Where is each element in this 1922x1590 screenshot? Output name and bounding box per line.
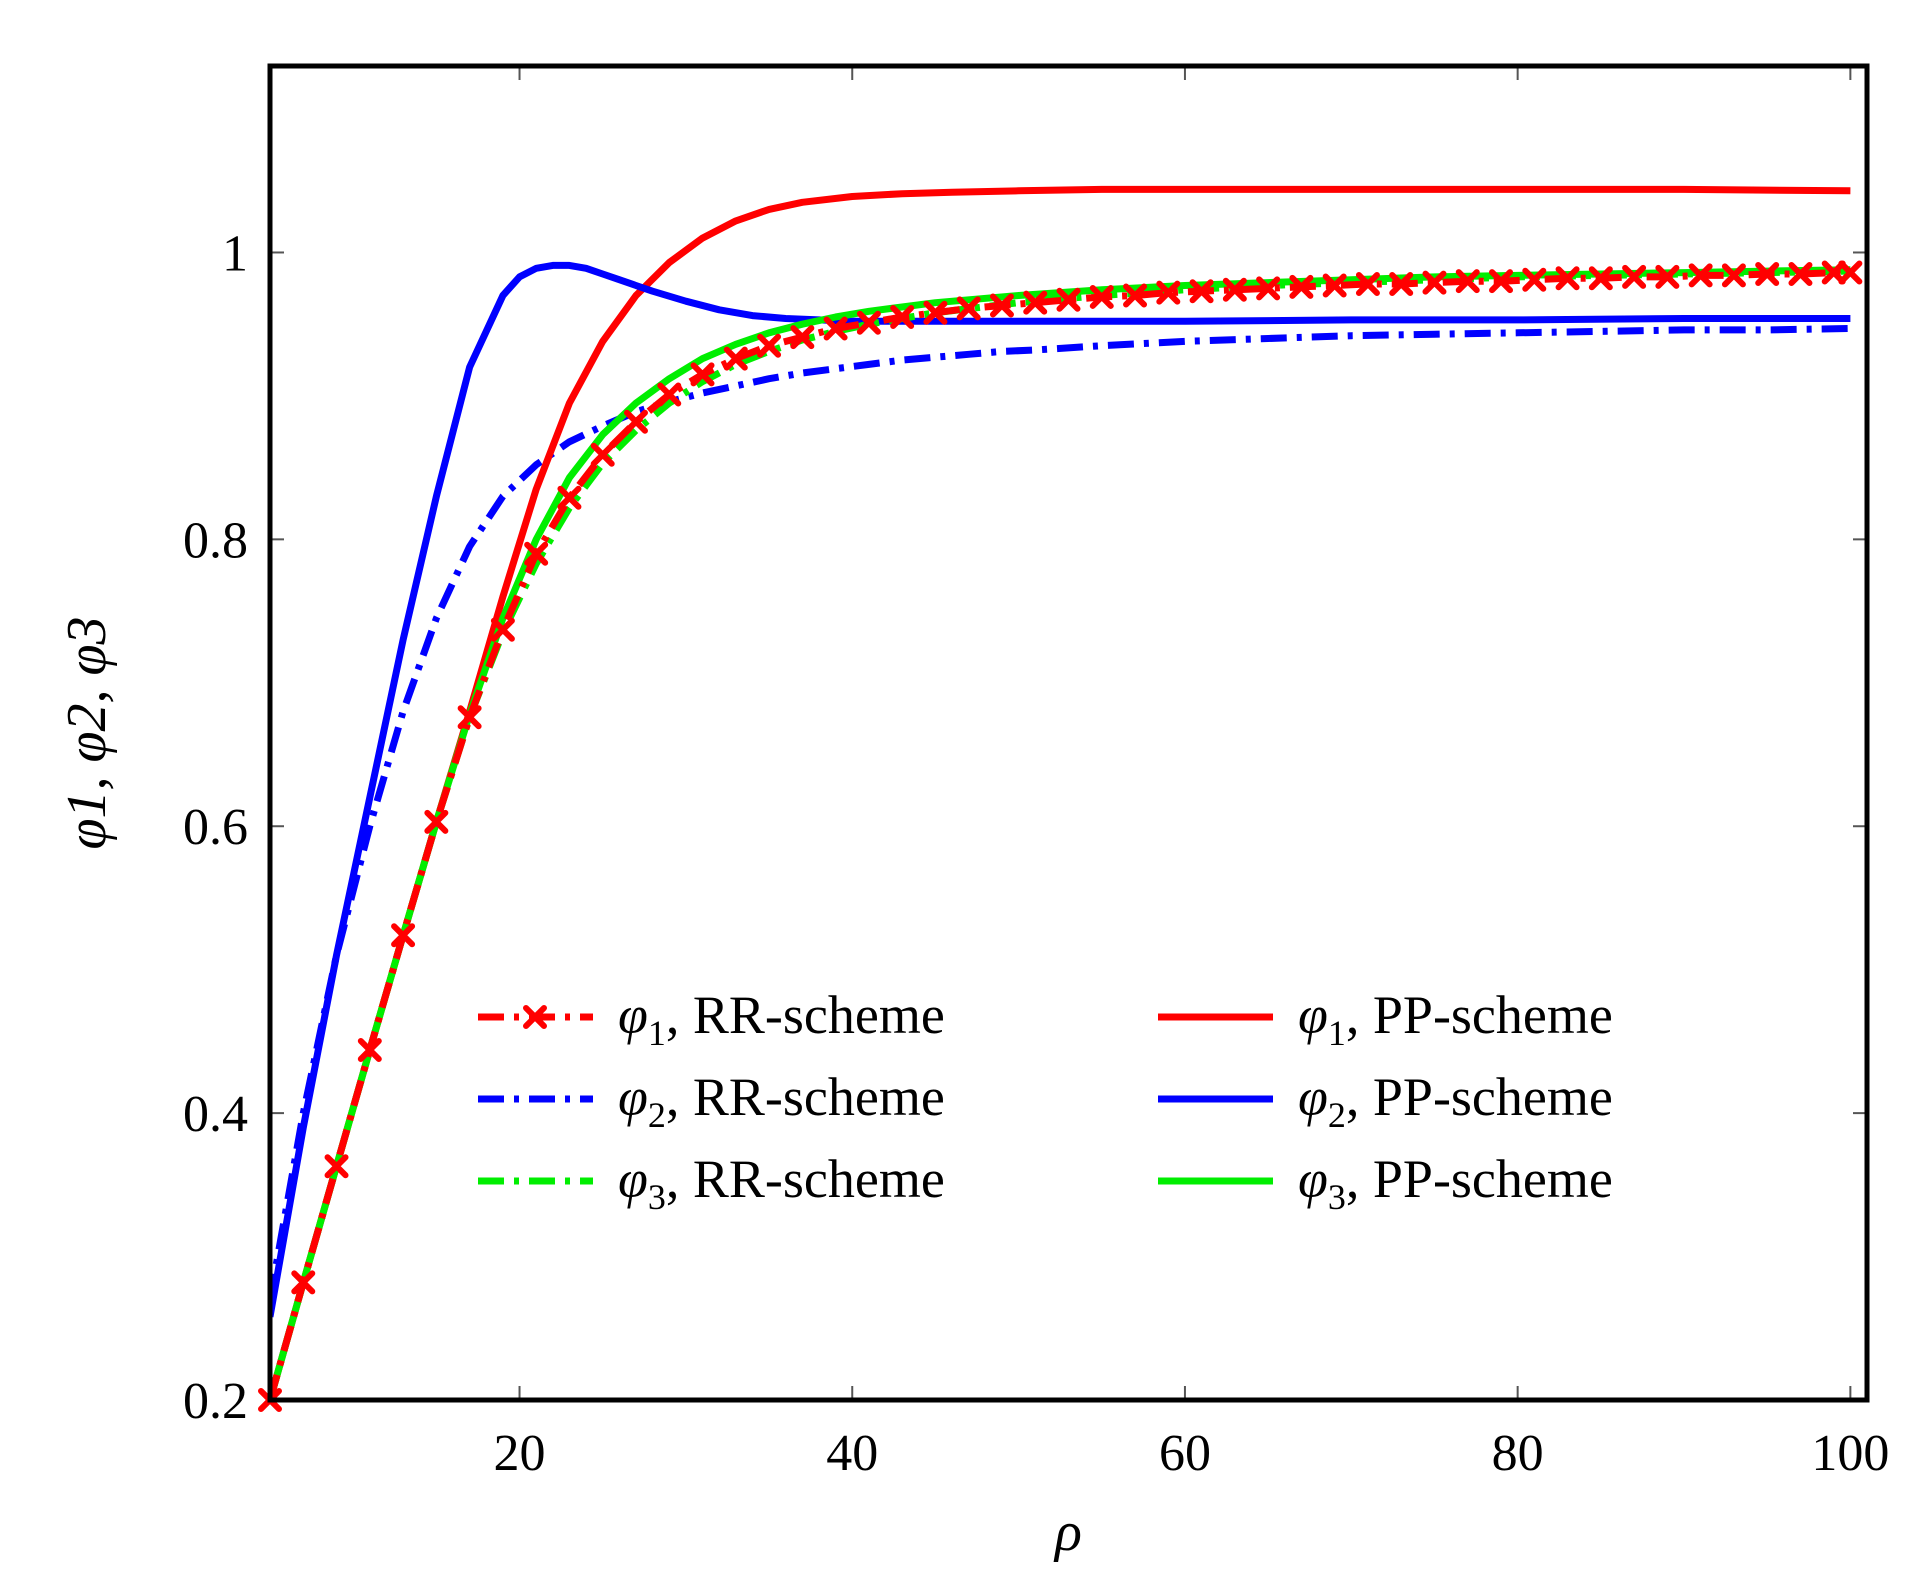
series-layer <box>258 185 1863 1412</box>
series-marker <box>923 300 948 325</box>
legend-label: φ3, PP-scheme <box>1298 1149 1613 1217</box>
series-marker <box>1189 279 1214 304</box>
legend-item: φ3, PP-scheme <box>1158 1149 1613 1217</box>
series-marker <box>1655 264 1680 289</box>
series-marker <box>1489 269 1514 294</box>
legend-item: φ1, PP-scheme <box>1158 985 1613 1053</box>
series-marker <box>324 1154 349 1179</box>
series-marker <box>657 382 682 407</box>
legend-subscript: 2 <box>648 1095 666 1135</box>
series-marker <box>1123 283 1148 308</box>
series-marker <box>1422 270 1447 295</box>
y-tick-label: 0.4 <box>183 1086 248 1143</box>
series-marker <box>690 362 715 387</box>
legend-item: φ2, PP-scheme <box>1158 1067 1613 1135</box>
series-marker <box>1622 264 1647 289</box>
legend-label: φ2, PP-scheme <box>1298 1067 1613 1135</box>
series-marker <box>590 442 615 467</box>
series-marker <box>1089 284 1114 309</box>
series-marker <box>989 293 1014 318</box>
series-marker <box>1788 261 1813 286</box>
legend-subscript: 1 <box>1328 1013 1346 1053</box>
legend-item: φ2, RR-scheme <box>478 1067 945 1135</box>
series-marker <box>890 305 915 330</box>
legend-symbol: φ <box>1298 1149 1328 1209</box>
legend-scheme: , RR-scheme <box>666 1067 945 1127</box>
series-marker <box>1256 276 1281 301</box>
legend-scheme: , PP-scheme <box>1346 1067 1613 1127</box>
series-marker <box>790 325 815 350</box>
x-tick-label: 40 <box>826 1425 878 1482</box>
y-tick-label: 0.2 <box>183 1373 248 1430</box>
legend-subscript: 3 <box>1328 1177 1346 1217</box>
series-marker <box>524 541 549 566</box>
legend-subscript: 2 <box>1328 1095 1346 1135</box>
series-marker <box>557 485 582 510</box>
series-marker <box>357 1038 382 1062</box>
y-tick-label: 1 <box>222 225 248 282</box>
legend-label: φ2, RR-scheme <box>618 1067 945 1135</box>
series-marker <box>1222 277 1247 302</box>
legend-scheme: , RR-scheme <box>666 1149 945 1209</box>
series-marker <box>1322 273 1347 298</box>
legend-scheme: , RR-scheme <box>666 985 945 1045</box>
y-tick-label: 0.6 <box>183 799 248 856</box>
plot-frame <box>267 63 1870 1403</box>
x-tick-label: 60 <box>1159 1425 1211 1482</box>
series-line-2 <box>270 325 1851 1301</box>
series-marker <box>823 316 848 341</box>
x-axis-label: ρ <box>1053 1501 1082 1563</box>
legend-symbol: φ <box>1298 1067 1328 1127</box>
series-marker <box>856 310 881 335</box>
legend-item: φ3, RR-scheme <box>478 1149 945 1217</box>
legend-subscript: 3 <box>648 1177 666 1217</box>
legend-symbol: φ <box>1298 985 1328 1045</box>
y-axis-label: φ1, φ2, φ3 <box>56 617 118 850</box>
series-marker <box>391 923 416 948</box>
series-marker <box>1056 287 1081 312</box>
legend-label: φ1, RR-scheme <box>618 985 945 1053</box>
series-marker <box>1355 272 1380 297</box>
series-marker <box>1838 260 1863 285</box>
legend-symbol: φ <box>618 1149 648 1209</box>
series-marker <box>1755 261 1780 286</box>
series-marker <box>1821 260 1846 285</box>
series-marker <box>1588 266 1613 291</box>
series-marker <box>956 296 981 321</box>
series-line-5 <box>270 261 1851 1318</box>
x-tick-label: 100 <box>1811 1425 1889 1482</box>
y-tick-label: 0.8 <box>183 512 248 569</box>
series-marker <box>1721 263 1746 288</box>
series-marker <box>424 809 449 834</box>
series-marker <box>1156 280 1181 305</box>
series-marker <box>1389 272 1414 297</box>
x-tick-label: 20 <box>494 1425 546 1482</box>
series-marker <box>490 617 515 642</box>
series-marker <box>457 705 482 730</box>
legend-label: φ1, PP-scheme <box>1298 985 1613 1053</box>
series-marker <box>1555 266 1580 291</box>
legend-scheme: , PP-scheme <box>1346 1149 1613 1209</box>
series-marker <box>757 333 782 358</box>
legend-subscript: 1 <box>648 1013 666 1053</box>
legend-symbol: φ <box>618 1067 648 1127</box>
series-marker <box>1023 290 1048 315</box>
series-marker <box>623 409 648 434</box>
legend-item: φ1, RR-scheme <box>478 985 945 1053</box>
x-tick-label: 80 <box>1492 1425 1544 1482</box>
series-marker <box>1688 263 1713 288</box>
series-marker <box>1522 267 1547 292</box>
y-axis-label-group: φ1, φ2, φ3 <box>56 617 118 850</box>
legend-scheme: , PP-scheme <box>1346 985 1613 1045</box>
series-marker <box>723 346 748 371</box>
series-marker <box>1289 274 1314 299</box>
series-marker <box>1455 269 1480 294</box>
legend-label: φ3, RR-scheme <box>618 1149 945 1217</box>
legend-marker <box>523 1005 547 1029</box>
series-marker <box>291 1270 316 1295</box>
legend-symbol: φ <box>618 985 648 1045</box>
